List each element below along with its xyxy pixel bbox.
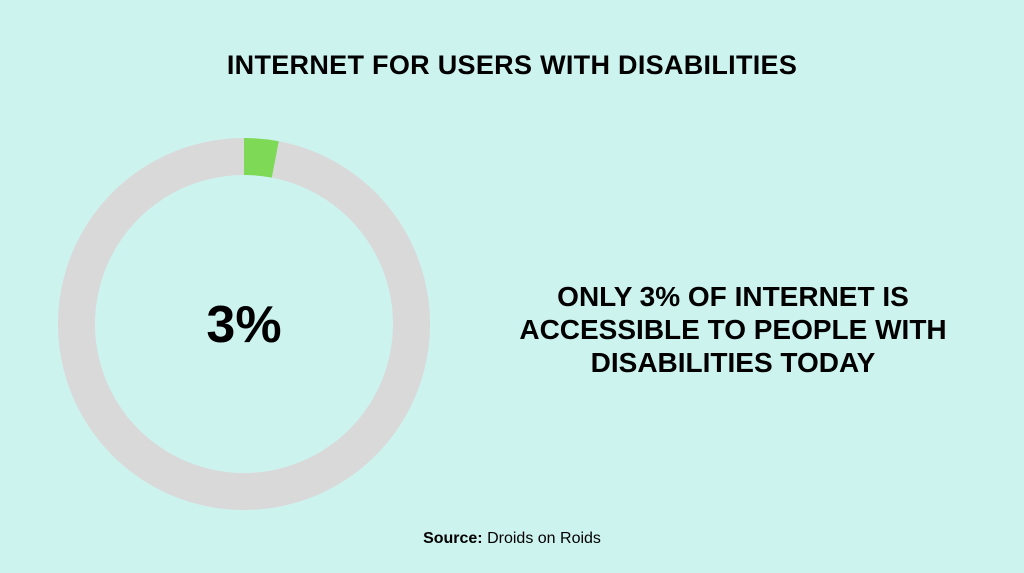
source-label: Source: xyxy=(423,530,483,547)
donut-slice-accessible xyxy=(244,138,279,178)
donut-chart xyxy=(58,138,430,510)
donut-center-label: 3% xyxy=(206,296,282,354)
source-line: Source: Droids on Roids xyxy=(0,530,1024,548)
statement-text: ONLY 3% OF INTERNET IS ACCESSIBLE TO PEO… xyxy=(519,281,947,378)
source-name: Droids on Roids xyxy=(487,530,601,547)
chart-title: INTERNET FOR USERS WITH DISABILITIES xyxy=(226,50,798,80)
donut-svg xyxy=(58,138,430,510)
